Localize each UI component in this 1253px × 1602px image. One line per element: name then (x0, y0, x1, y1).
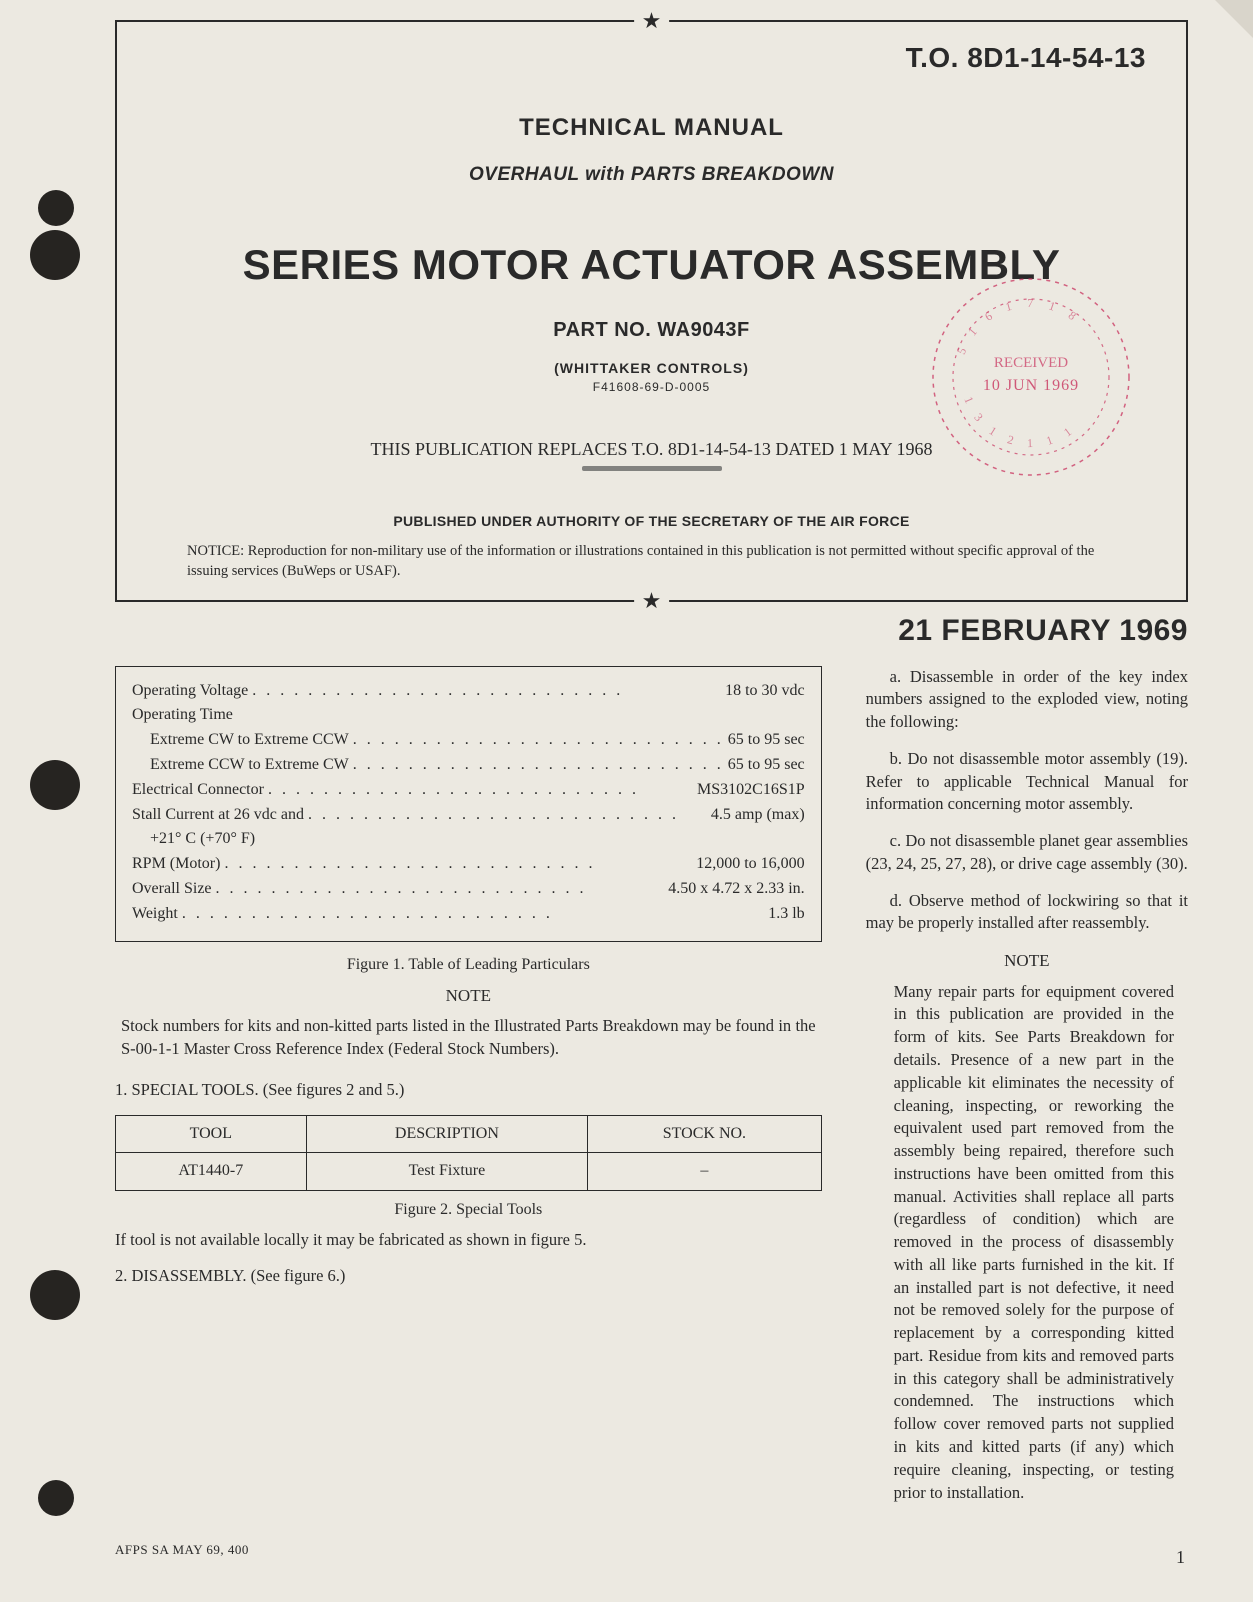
section-2-heading: 2. DISASSEMBLY. (See figure 6.) (115, 1265, 822, 1288)
figure-2-caption: Figure 2. Special Tools (115, 1199, 822, 1221)
particulars-row: +21° C (+70° F) (132, 827, 805, 852)
particulars-value: 18 to 30 vdc (725, 679, 805, 704)
figure-1-caption: Figure 1. Table of Leading Particulars (115, 954, 822, 976)
particulars-value: 1.3 lb (768, 902, 804, 927)
main-title: SERIES MOTOR ACTUATOR ASSEMBLY (157, 241, 1146, 289)
tools-cell: AT1440-7 (116, 1153, 307, 1190)
replaces-statement: THIS PUBLICATION REPLACES T.O. 8D1-14-54… (157, 439, 1146, 460)
left-column: Operating Voltage . . . . . . . . . . . … (115, 666, 822, 1505)
particulars-value: 4.50 x 4.72 x 2.33 in. (668, 877, 804, 902)
right-column: a. Disassemble in order of the key index… (866, 666, 1188, 1505)
disassembly-step-c: c. Do not disassemble planet gear assemb… (866, 830, 1188, 876)
punch-hole (30, 760, 80, 810)
tools-cell: – (588, 1153, 821, 1190)
leader-dots: . . . . . . . . . . . . . . . . . . . . … (178, 902, 768, 927)
particulars-row: Overall Size . . . . . . . . . . . . . .… (132, 877, 805, 902)
underline-mark (582, 466, 722, 471)
tools-cell: Test Fixture (306, 1153, 588, 1190)
particulars-row: Electrical Connector . . . . . . . . . .… (132, 778, 805, 803)
particulars-label: Extreme CCW to Extreme CW (150, 753, 349, 778)
leader-dots: . . . . . . . . . . . . . . . . . . . . … (264, 778, 697, 803)
particulars-label: Operating Time (132, 703, 233, 728)
particulars-row: Stall Current at 26 vdc and . . . . . . … (132, 803, 805, 828)
title-frame: ★ ★ T.O. 8D1-14-54-13 TECHNICAL MANUAL O… (115, 20, 1188, 602)
tools-column-header: DESCRIPTION (306, 1116, 588, 1153)
punch-hole (30, 1270, 80, 1320)
particulars-value: 12,000 to 16,000 (696, 852, 804, 877)
special-tools-table: TOOLDESCRIPTIONSTOCK NO. AT1440-7Test Fi… (115, 1115, 822, 1190)
leader-dots: . . . . . . . . . . . . . . . . . . . . … (248, 679, 725, 704)
leader-dots: . . . . . . . . . . . . . . . . . . . . … (349, 753, 728, 778)
part-number: PART NO. WA9043F (157, 319, 1146, 342)
star-bottom-icon: ★ (634, 588, 670, 614)
contract-number: F41608-69-D-0005 (157, 380, 1146, 394)
kit-parts-note: Many repair parts for equipment covered … (894, 981, 1174, 1505)
particulars-label: RPM (Motor) (132, 852, 220, 877)
particulars-label: Operating Voltage (132, 679, 248, 704)
tools-column-header: TOOL (116, 1116, 307, 1153)
reproduction-notice: NOTICE: Reproduction for non-military us… (187, 541, 1116, 582)
particulars-row: Extreme CW to Extreme CCW . . . . . . . … (132, 728, 805, 753)
overhaul-subheading: OVERHAUL with PARTS BREAKDOWN (157, 164, 1146, 186)
particulars-label: Weight (132, 902, 178, 927)
particulars-row: Operating Time (132, 703, 805, 728)
issue-date: 21 FEBRUARY 1969 (115, 614, 1188, 648)
punch-hole (38, 190, 74, 226)
particulars-row: RPM (Motor) . . . . . . . . . . . . . . … (132, 852, 805, 877)
page-number: 1 (1176, 1547, 1185, 1568)
section-1-heading: 1. SPECIAL TOOLS. (See figures 2 and 5.) (115, 1079, 822, 1102)
star-top-icon: ★ (634, 8, 670, 34)
particulars-value: 65 to 95 sec (728, 753, 805, 778)
to-number: T.O. 8D1-14-54-13 (157, 42, 1146, 74)
leader-dots: . . . . . . . . . . . . . . . . . . . . … (212, 877, 669, 902)
particulars-row: Operating Voltage . . . . . . . . . . . … (132, 679, 805, 704)
document-page: ★ ★ T.O. 8D1-14-54-13 TECHNICAL MANUAL O… (0, 0, 1253, 1602)
manufacturer-name: (WHITTAKER CONTROLS) (157, 360, 1146, 376)
leader-dots: . . . . . . . . . . . . . . . . . . . . … (220, 852, 696, 877)
particulars-label: Overall Size (132, 877, 212, 902)
particulars-row: Extreme CCW to Extreme CW . . . . . . . … (132, 753, 805, 778)
authority-line: PUBLISHED UNDER AUTHORITY OF THE SECRETA… (157, 513, 1146, 529)
particulars-label: Electrical Connector (132, 778, 264, 803)
fabricate-note: If tool is not available locally it may … (115, 1229, 822, 1252)
punch-hole (38, 1480, 74, 1516)
note-heading-right: NOTE (866, 949, 1188, 972)
particulars-table: Operating Voltage . . . . . . . . . . . … (115, 666, 822, 942)
stock-number-note: Stock numbers for kits and non-kitted pa… (121, 1015, 816, 1061)
technical-manual-heading: TECHNICAL MANUAL (157, 114, 1146, 142)
disassembly-step-a: a. Disassemble in order of the key index… (866, 666, 1188, 734)
particulars-label: Extreme CW to Extreme CCW (150, 728, 349, 753)
particulars-label: +21° C (+70° F) (150, 827, 255, 852)
tools-row: AT1440-7Test Fixture– (116, 1153, 822, 1190)
note-heading-left: NOTE (115, 984, 822, 1007)
particulars-label: Stall Current at 26 vdc and (132, 803, 304, 828)
disassembly-step-b: b. Do not disassemble motor assembly (19… (866, 748, 1188, 816)
punch-hole (30, 230, 80, 280)
particulars-value: 4.5 amp (max) (711, 803, 805, 828)
particulars-value: MS3102C16S1P (697, 778, 805, 803)
particulars-value: 65 to 95 sec (728, 728, 805, 753)
page-corner-fold (1215, 0, 1253, 38)
footer-imprint: AFPS SA MAY 69, 400 (115, 1542, 249, 1558)
tools-column-header: STOCK NO. (588, 1116, 821, 1153)
disassembly-step-d: d. Observe method of lockwiring so that … (866, 890, 1188, 936)
leader-dots: . . . . . . . . . . . . . . . . . . . . … (304, 803, 711, 828)
leader-dots: . . . . . . . . . . . . . . . . . . . . … (349, 728, 728, 753)
particulars-row: Weight . . . . . . . . . . . . . . . . .… (132, 902, 805, 927)
body-columns: Operating Voltage . . . . . . . . . . . … (115, 666, 1188, 1505)
